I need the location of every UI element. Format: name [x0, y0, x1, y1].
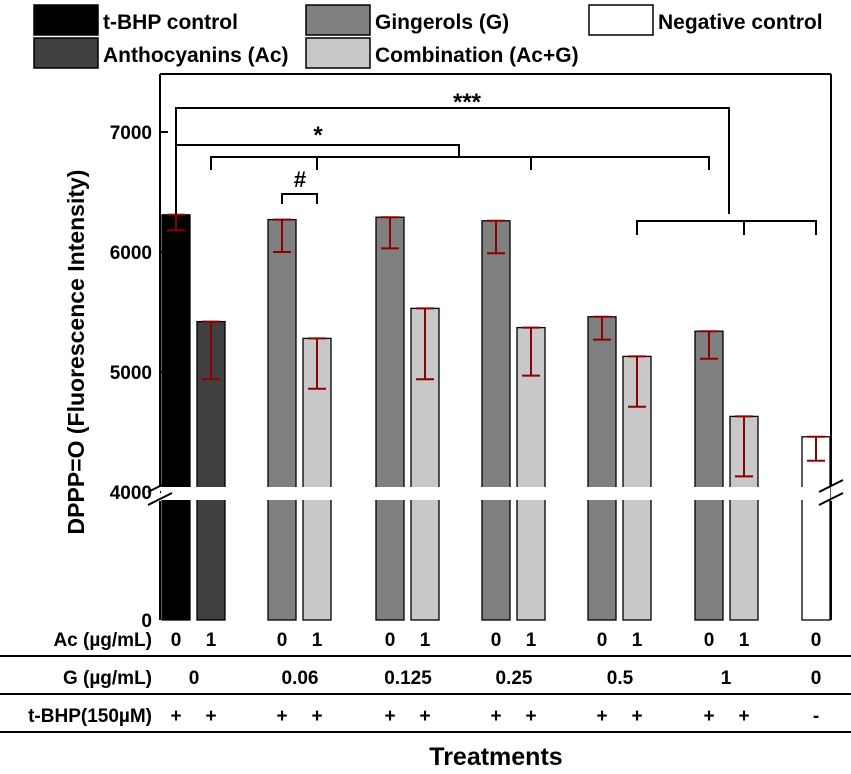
ac-value-1: 1: [206, 630, 217, 651]
g-value-0: 0: [189, 668, 200, 689]
g-value-5: 1: [721, 668, 732, 689]
condition-table: Ac (µg/mL) G (µg/mL) t-BHP(150µM): [0, 630, 851, 733]
ac-value-11: 1: [739, 630, 750, 651]
bar-8: [587, 316, 617, 621]
tbhp-value-5: +: [419, 706, 430, 727]
legend-label-tbhp: t-BHP control: [103, 11, 238, 34]
legend-swatch-gingerols: [305, 4, 371, 36]
tbhp-value-2: +: [276, 706, 287, 727]
ac-value-7: 1: [526, 630, 537, 651]
y-axis-label: DPPP=O (Fluorescence Intensity): [63, 170, 89, 535]
bar-2: [267, 218, 297, 621]
bar-11: [729, 415, 759, 621]
condition-values: 0 1 0 1 0 1 0 1 0 1 0 1 00 0.06 0.125 0.25 0.5 1 0+ + + + + + + +…: [170, 630, 821, 727]
row-label-ac: Ac (µg/mL): [53, 630, 152, 651]
legend-label-gingerols: Gingerols (G): [375, 11, 509, 34]
significance-label-triple-star: ***: [453, 89, 482, 116]
ac-value-9: 1: [632, 630, 643, 651]
y-tick-label-4000: 4000: [110, 483, 152, 504]
significance-layer: [175, 107, 817, 235]
y-tick-label-7000: 7000: [110, 123, 152, 144]
tbhp-value-7: +: [525, 706, 536, 727]
x-axis-label: Treatments: [429, 743, 562, 771]
y-axis: 0 4000 5000 6000 7000 DPPP=O (Fluorescen…: [63, 123, 168, 632]
g-value-4: 0.5: [607, 668, 634, 689]
legend-label-combination: Combination (Ac+G): [375, 44, 579, 67]
significance-label-star: *: [313, 122, 323, 149]
ac-value-12: 0: [811, 630, 822, 651]
ac-value-10: 0: [704, 630, 715, 651]
error-bars-layer: [167, 213, 825, 478]
tbhp-value-10: +: [703, 706, 714, 727]
bars-layer: [161, 214, 831, 621]
plot-frame: [159, 73, 832, 620]
y-tick-label-5000: 5000: [110, 363, 152, 384]
ac-value-6: 0: [491, 630, 502, 651]
bar-6: [481, 220, 511, 621]
bar-4: [375, 216, 405, 621]
axis-break-slash-a-1: [818, 479, 844, 493]
tbhp-value-9: +: [631, 706, 642, 727]
ac-value-8: 0: [597, 630, 608, 651]
ac-value-3: 1: [312, 630, 323, 651]
bar-10: [694, 330, 724, 621]
tbhp-value-6: +: [490, 706, 501, 727]
tbhp-value-1: +: [205, 706, 216, 727]
ac-value-5: 1: [420, 630, 431, 651]
axis-break-band: [161, 487, 830, 500]
axis-break: [147, 479, 844, 506]
g-value-2: 0.125: [384, 668, 432, 689]
legend-swatch-negative: [588, 4, 654, 36]
y-tick-label-0: 0: [141, 611, 152, 632]
legend-swatch-tbhp: [33, 4, 99, 36]
tbhp-value-8: +: [596, 706, 607, 727]
bar-0: [161, 214, 191, 621]
row-label-tbhp: t-BHP(150µM): [28, 706, 152, 727]
ac-value-2: 0: [277, 630, 288, 651]
tbhp-value-3: +: [311, 706, 322, 727]
bracket-triple-star-group: [636, 220, 817, 235]
ac-value-4: 0: [385, 630, 396, 651]
bar-12: [801, 436, 831, 621]
axis-break-slash-b-0: [147, 492, 173, 506]
legend-swatch-combination: [305, 37, 371, 69]
bracket-hash: [281, 193, 318, 204]
bracket-star: [175, 144, 460, 214]
ac-value-0: 0: [171, 630, 182, 651]
bracket-triple-star: [175, 107, 730, 214]
tbhp-value-12: -: [813, 706, 819, 727]
tbhp-value-0: +: [170, 706, 181, 727]
g-value-1: 0.06: [282, 668, 319, 689]
tbhp-value-11: +: [738, 706, 749, 727]
tbhp-value-4: +: [384, 706, 395, 727]
g-value-3: 0.25: [496, 668, 533, 689]
axis-break-slash-b-1: [818, 492, 844, 506]
significance-label-hash: #: [294, 167, 306, 192]
axis-break-slash-a-0: [147, 479, 173, 493]
legend-label-anthocyanins: Anthocyanins (Ac): [103, 44, 289, 67]
row-label-g: G (µg/mL): [63, 668, 152, 689]
legend-label-negative: Negative control: [658, 11, 823, 34]
legend-swatch-anthocyanins: [33, 37, 99, 69]
y-tick-label-6000: 6000: [110, 243, 152, 264]
bracket-star-group: [210, 156, 710, 170]
g-value-6: 0: [811, 668, 822, 689]
legend: t-BHP control Gingerols (G) Negative con…: [33, 4, 823, 69]
